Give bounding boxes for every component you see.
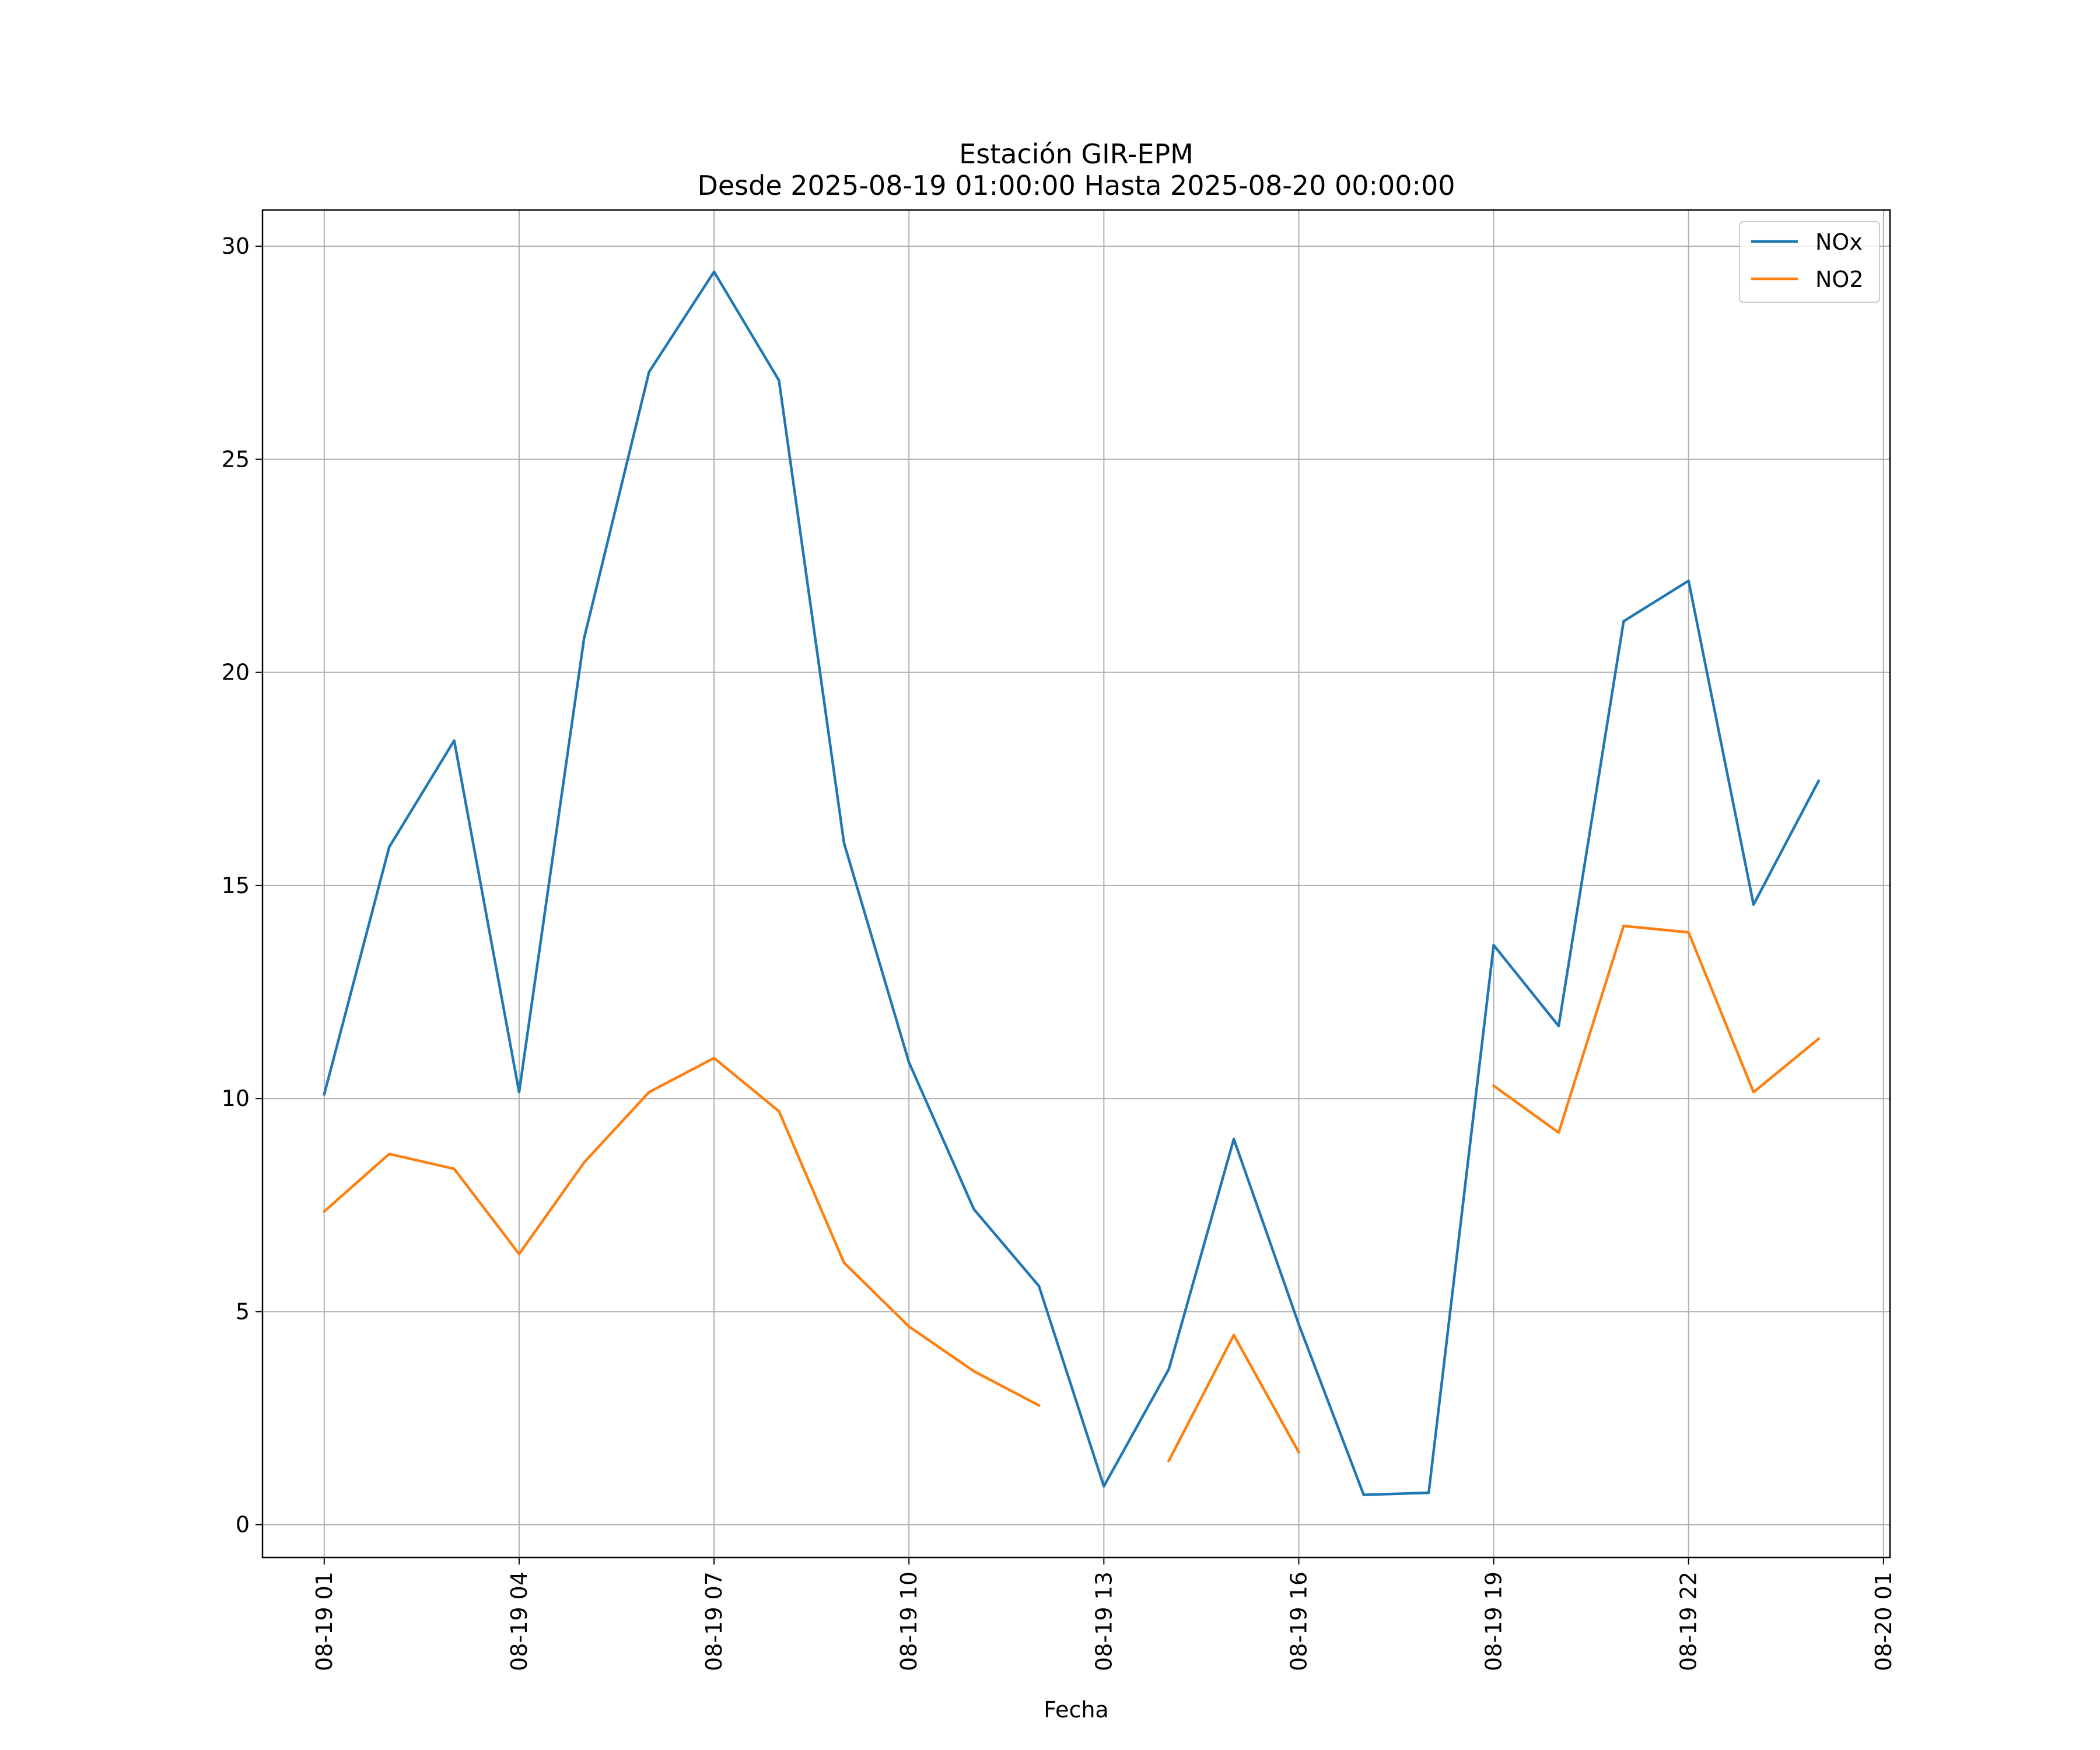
y-tick-label: 5: [236, 1298, 250, 1324]
x-tick-label: 08-19 07: [701, 1572, 727, 1671]
series-line-no2: [322, 925, 1821, 1463]
x-axis-label: Fecha: [1044, 1697, 1108, 1723]
axis-ticks: 0 5 10 15 20 25 30 08-19 01 08-19 04 08-19 07 08-1…: [222, 233, 1896, 1671]
series-layer: [322, 270, 1821, 1496]
x-tick-label: 08-19 16: [1286, 1572, 1311, 1671]
x-tick-label: 08-19 01: [312, 1572, 337, 1671]
x-tick-label: 08-19 13: [1091, 1572, 1116, 1671]
y-tick-label: 30: [222, 233, 250, 259]
legend-label-no2: NO2: [1815, 267, 1864, 292]
plot-frame: [261, 209, 1891, 1559]
x-tick-label: 08-20 01: [1871, 1572, 1896, 1671]
grid: [262, 210, 1890, 1558]
x-tick-label: 08-19 10: [896, 1572, 922, 1671]
y-tick-label: 25: [222, 446, 250, 472]
x-tick-label: 08-19 19: [1481, 1572, 1507, 1671]
series-line-nox: [323, 270, 1821, 1496]
y-tick-label: 10: [222, 1086, 250, 1111]
chart-subtitle: Desde 2025-08-19 01:00:00 Hasta 2025-08-…: [697, 170, 1455, 201]
y-tick-label: 0: [236, 1512, 250, 1538]
y-tick-label: 20: [222, 660, 250, 685]
x-tick-label: 08-19 04: [506, 1572, 532, 1671]
legend-label-nox: NOx: [1815, 229, 1863, 255]
chart-title: Estación GIR-EPM: [959, 138, 1194, 170]
x-tick-label: 08-19 22: [1676, 1572, 1702, 1671]
y-tick-label: 15: [222, 873, 250, 898]
legend: NOx NO2: [1739, 221, 1880, 303]
